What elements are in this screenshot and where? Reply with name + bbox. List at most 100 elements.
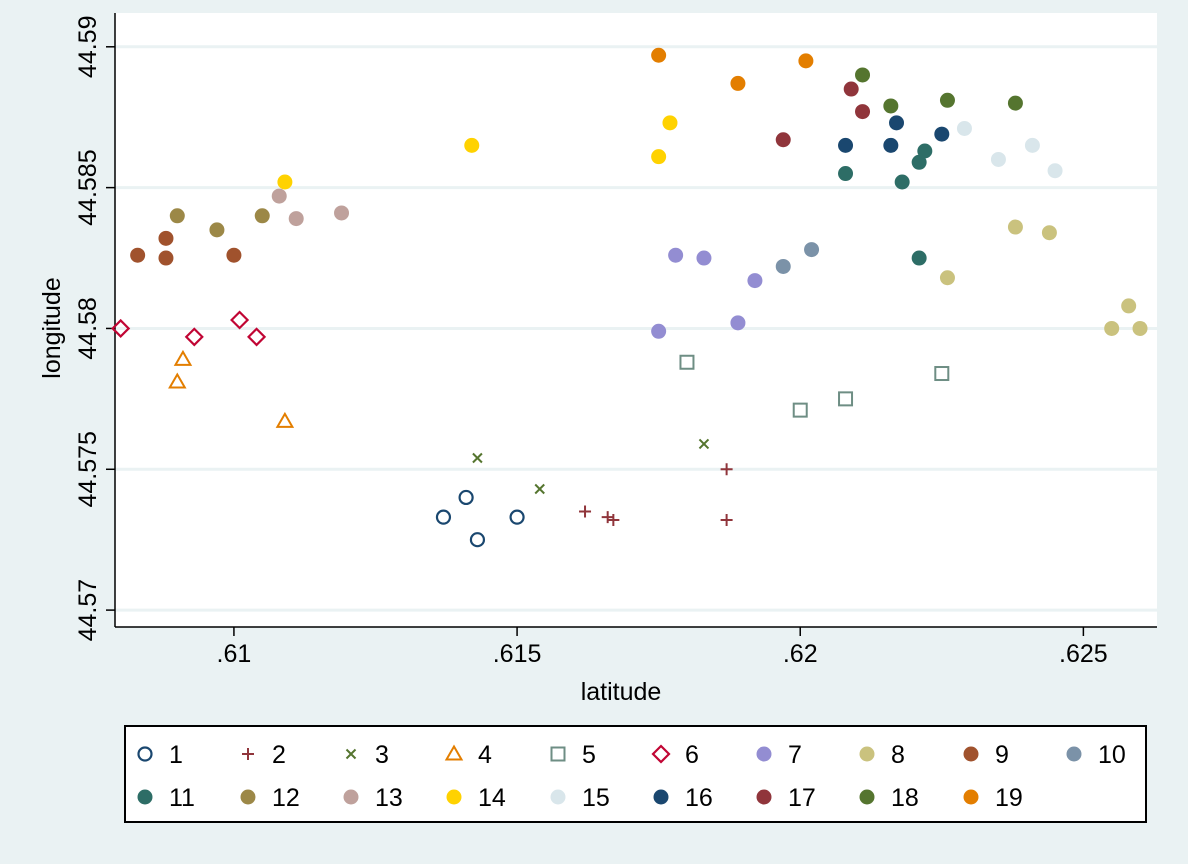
point-series-18-3	[1007, 95, 1023, 111]
point-series-6-3	[247, 327, 267, 347]
legend-marker-16	[653, 789, 669, 805]
legend-label-2: 2	[272, 741, 286, 769]
legend-label-7: 7	[788, 741, 802, 769]
point-series-6-0	[111, 318, 131, 339]
point-series-11-0	[838, 166, 854, 182]
legend-item-3: 3	[345, 741, 389, 769]
point-series-16-1	[883, 137, 899, 153]
point-series-3-0	[472, 452, 483, 464]
y-axis-title: longitude	[38, 277, 66, 378]
point-series-1-1	[458, 489, 474, 506]
legend-marker-2	[242, 748, 254, 760]
series-4	[168, 349, 295, 428]
legend-marker-6	[651, 744, 671, 764]
point-series-2-3	[720, 463, 733, 476]
legend-label-3: 3	[375, 741, 389, 769]
legend-label-15: 15	[582, 784, 610, 812]
legend-item-4: 4	[444, 741, 492, 769]
legend-marker-5	[550, 746, 566, 762]
series-1	[435, 489, 525, 548]
legend-label-14: 14	[478, 784, 506, 812]
x-axis-title: latitude	[581, 678, 662, 706]
point-series-9-0	[130, 247, 146, 263]
legend-marker-15	[550, 789, 566, 805]
point-series-15-2	[1024, 137, 1040, 153]
legend-marker-3	[345, 748, 357, 760]
y-tick-label-2: 44.58	[74, 297, 102, 360]
point-series-2-2	[607, 513, 620, 526]
point-series-9-1	[158, 250, 174, 266]
legend-label-9: 9	[995, 741, 1009, 769]
point-series-5-1	[792, 402, 808, 418]
point-series-19-1	[730, 75, 746, 91]
series-14	[277, 115, 678, 190]
series-15	[956, 120, 1063, 179]
series-3	[472, 438, 710, 495]
point-series-1-2	[469, 532, 486, 548]
legend-item-12: 12	[240, 784, 300, 812]
series-8	[939, 219, 1148, 336]
point-series-17-2	[855, 104, 871, 120]
point-series-1-3	[509, 509, 525, 525]
legend-marker-4	[444, 744, 464, 761]
point-series-8-3	[1104, 320, 1120, 336]
point-series-16-2	[889, 115, 904, 131]
legend-label-1: 1	[169, 741, 183, 769]
point-series-12-2	[254, 208, 270, 224]
point-series-4-2	[275, 411, 295, 428]
point-series-7-1	[668, 247, 684, 263]
point-series-1-0	[435, 509, 452, 525]
point-series-7-4	[747, 273, 763, 289]
legend-item-18: 18	[859, 784, 919, 812]
legend-item-8: 8	[859, 741, 905, 769]
x-tick-label-2: .62	[783, 640, 818, 668]
point-series-6-1	[184, 327, 204, 347]
point-series-11-2	[911, 250, 927, 266]
point-series-13-1	[288, 211, 304, 227]
legend-item-5: 5	[550, 741, 596, 769]
point-series-8-5	[1132, 320, 1148, 336]
point-series-7-0	[651, 323, 667, 339]
legend-marker-10	[1066, 746, 1082, 762]
point-series-11-3	[911, 154, 927, 170]
point-series-14-0	[277, 174, 293, 190]
point-series-14-3	[662, 115, 678, 131]
series-13	[271, 188, 350, 227]
point-series-12-0	[169, 208, 185, 224]
y-tick-label-3: 44.585	[74, 149, 102, 225]
legend-label-10: 10	[1098, 741, 1126, 769]
legend-label-18: 18	[891, 784, 919, 812]
legend-marker-9	[963, 746, 979, 762]
point-series-12-1	[209, 222, 225, 238]
legend-label-19: 19	[995, 784, 1023, 812]
point-series-2-4	[720, 513, 733, 526]
legend-item-7: 7	[756, 741, 802, 769]
legend-label-12: 12	[272, 784, 300, 812]
legend-marker-11	[137, 789, 153, 805]
point-series-8-1	[1007, 219, 1023, 235]
y-tick-label-1: 44.575	[74, 431, 102, 507]
point-series-10-1	[804, 242, 820, 258]
x-tick-label-1: .615	[493, 640, 542, 668]
data-points	[111, 47, 1148, 548]
point-series-7-2	[696, 250, 712, 266]
series-6	[111, 310, 267, 347]
point-series-18-0	[855, 67, 871, 83]
legend-item-15: 15	[550, 784, 610, 812]
point-series-5-0	[679, 354, 695, 370]
x-tick-label-3: .625	[1059, 640, 1108, 668]
legend-label-4: 4	[478, 741, 492, 769]
point-series-15-3	[1047, 163, 1063, 179]
series-2	[579, 463, 733, 526]
point-series-7-3	[730, 315, 746, 331]
legend-item-10: 10	[1066, 741, 1126, 769]
point-series-3-2	[698, 438, 710, 450]
point-series-15-0	[956, 120, 972, 136]
legend-item-1: 1	[137, 741, 183, 769]
point-series-14-2	[651, 149, 667, 165]
legend-item-9: 9	[963, 741, 1009, 769]
legend-marker-13	[343, 789, 359, 805]
legend-label-13: 13	[375, 784, 403, 812]
point-series-9-2	[158, 230, 174, 246]
